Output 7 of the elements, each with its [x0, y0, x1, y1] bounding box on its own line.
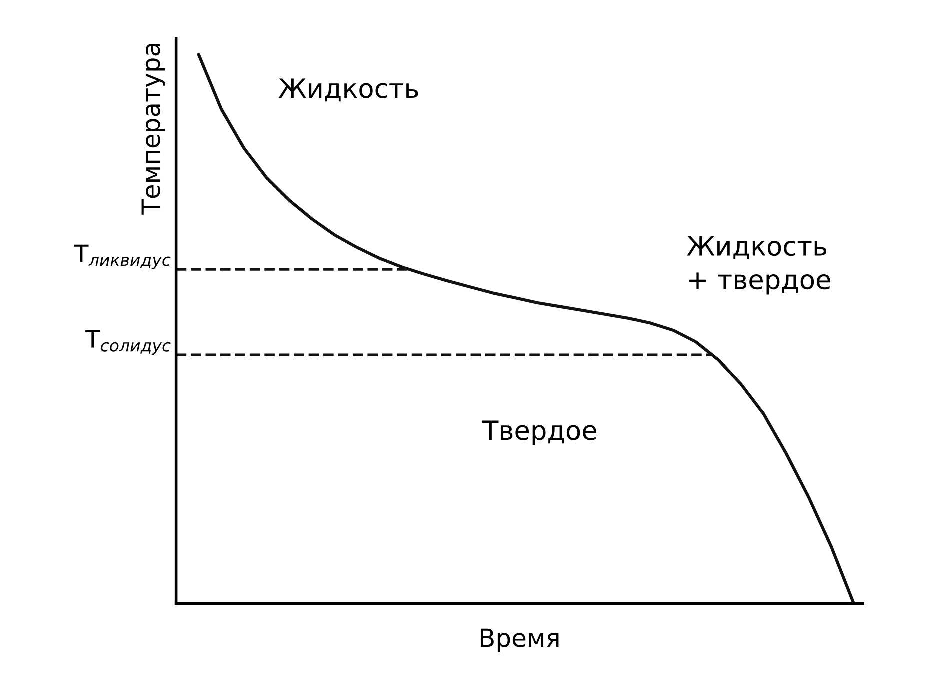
annotation: Жидкость: [278, 78, 418, 102]
ref-line-label: T$_{ликвидус}$: [74, 244, 171, 270]
annotation: Жидкость + твердое: [687, 236, 830, 295]
x-axis-title: Время: [480, 628, 559, 652]
ref-line-label: T$_{солидус}$: [86, 330, 171, 356]
annotation: Твердое: [482, 420, 596, 446]
y-axis-title: Температура: [142, 44, 166, 215]
